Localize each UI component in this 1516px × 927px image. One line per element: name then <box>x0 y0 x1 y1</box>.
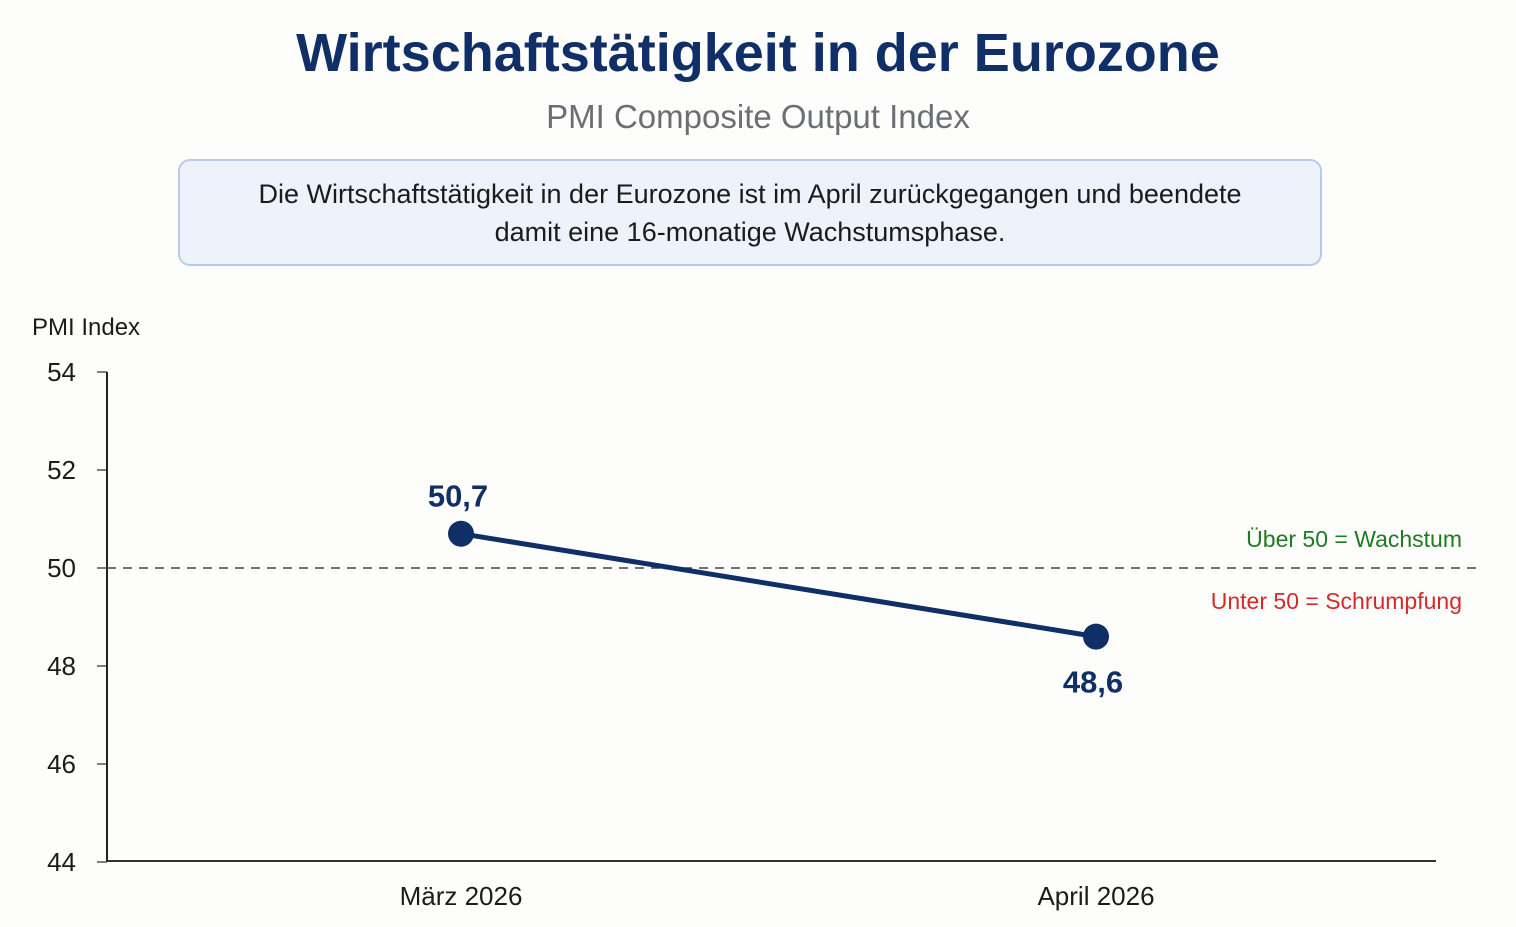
y-tick-label: 52 <box>47 455 76 485</box>
y-tick-label: 50 <box>47 553 76 583</box>
y-tick-label: 46 <box>47 749 76 779</box>
data-label: 48,6 <box>1063 665 1123 700</box>
y-axis-ticks: 44 46 48 50 52 54 <box>47 357 107 877</box>
data-label: 50,7 <box>428 479 488 514</box>
chart-subtitle: PMI Composite Output Index <box>546 98 970 135</box>
y-axis-title: PMI Index <box>32 314 140 341</box>
growth-annotation: Über 50 = Wachstum <box>1246 526 1462 552</box>
summary-text: Die Wirtschaftstätigkeit in der Eurozone… <box>258 178 1242 247</box>
y-tick-label: 54 <box>47 357 76 387</box>
data-point <box>1083 623 1109 650</box>
data-point <box>448 520 474 547</box>
x-tick-label: März 2026 <box>400 881 523 911</box>
series-line <box>458 531 1099 640</box>
y-tick-label: 48 <box>47 651 76 681</box>
series-pmi: 50,7 48,6 <box>428 479 1123 700</box>
summary-callout: Die Wirtschaftstätigkeit in der Eurozone… <box>178 159 1322 266</box>
y-tick-label: 44 <box>47 847 76 877</box>
x-tick-label: April 2026 <box>1037 881 1154 911</box>
chart-title: Wirtschaftstätigkeit in der Eurozone <box>296 23 1220 83</box>
contraction-annotation: Unter 50 = Schrumpfung <box>1211 588 1462 614</box>
x-axis-labels: März 2026 April 2026 <box>400 881 1155 911</box>
